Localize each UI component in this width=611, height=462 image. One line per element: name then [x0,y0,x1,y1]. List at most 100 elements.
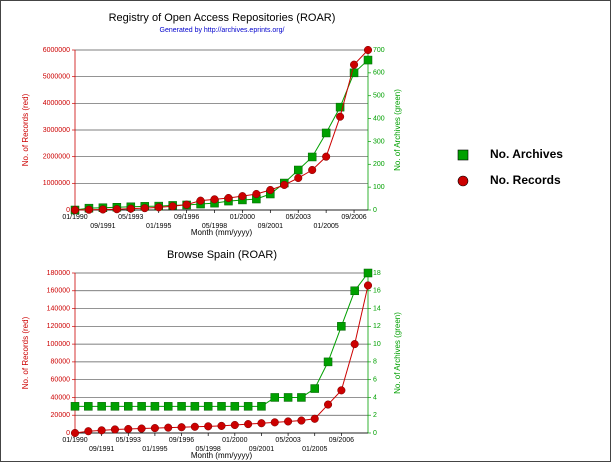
y-tick-label: 0 [66,430,70,437]
y-tick-label: 60000 [51,377,71,384]
record-marker [280,180,289,189]
x-tick-label: 09/2001 [249,446,274,453]
x-tick-label: 05/1998 [196,446,221,453]
y2-tick-label: 6 [373,377,377,384]
record-marker [190,422,199,431]
legend-marker [457,175,469,187]
y-tick-label: 80000 [51,359,71,366]
archive-marker [137,402,146,411]
record-marker [84,427,93,436]
archive-marker [297,393,306,402]
record-marker [336,112,345,121]
record-marker [238,192,247,201]
y-tick-label: 100000 [47,341,70,348]
y2-tick-label: 700 [373,47,385,54]
record-marker [337,386,346,395]
y-tick-label: 20000 [51,412,71,419]
archive-marker [350,286,359,296]
y-tick-label: 120000 [47,323,70,330]
record-marker [182,200,191,209]
x-tick-label: 05/2003 [275,437,300,444]
y2-tick-label: 300 [373,138,385,145]
y-tick-label: 4000000 [43,100,70,107]
archive-marker [243,402,253,411]
record-marker [137,424,146,433]
x-tick-label: 05/2003 [286,214,311,221]
archive-marker [323,357,333,367]
record-marker [154,203,163,212]
archive-marker [163,402,173,411]
record-marker [322,152,331,161]
legend-marker [457,149,469,161]
x-tick-label: 01/1990 [62,437,87,444]
archive-marker [177,402,186,411]
record-marker [350,340,359,349]
record-marker [210,195,219,204]
record-marker [124,424,133,434]
archive-marker [217,402,226,411]
x-tick-label: 09/2006 [341,214,366,221]
archive-marker [337,322,346,331]
x-tick-label: 05/1998 [202,223,227,230]
y-tick-label: 0 [66,207,70,214]
x-tick-label: 01/2000 [222,437,247,444]
x-tick-label: 09/1991 [89,446,114,453]
archive-marker [124,402,133,411]
x-tick-label: 01/2005 [313,223,338,230]
y-tick-label: 2000000 [43,154,70,161]
series-line [74,49,369,211]
archive-marker [97,402,106,411]
x-tick-label: 01/2000 [230,214,255,221]
archive-marker [230,402,240,411]
y2-tick-label: 16 [373,288,381,295]
y-tick-label: 3000000 [43,127,70,134]
y-tick-label: 40000 [51,394,71,401]
y2-tick-label: 100 [373,184,385,191]
archive-marker [349,68,359,78]
y2-tick-label: 0 [373,430,377,437]
chart-title: Registry of Open Access Repositories (RO… [109,12,336,24]
record-marker [168,202,177,211]
archive-marker [310,384,319,393]
x-axis-label: Month (mm/yyyy) [191,451,253,460]
x-tick-label: 09/2006 [329,437,354,444]
record-marker [308,165,317,175]
record-marker [84,205,94,214]
record-marker [297,416,306,425]
record-marker [257,419,266,428]
record-marker [196,196,205,205]
archive-marker [363,268,373,278]
archive-marker [203,402,213,411]
record-marker [177,423,186,432]
x-tick-label: 09/2001 [258,223,283,230]
y2-tick-label: 500 [373,93,385,100]
chart-subtitle: Generated by http://archives.eprints.org… [160,27,285,34]
y2-tick-label: 14 [373,305,381,312]
archive-marker [363,55,373,65]
record-marker [204,422,213,431]
y2-axis-label: No. of Archives (green) [393,89,402,171]
y2-axis-label: No. of Archives (green) [393,312,402,394]
record-marker [150,424,159,433]
archive-marker [307,152,317,162]
y2-tick-label: 600 [373,70,385,77]
legend-label: No. Records [490,173,561,187]
archive-marker [84,402,93,411]
record-marker [97,426,106,435]
x-tick-label: 09/1996 [169,437,194,444]
archive-marker [257,402,266,411]
record-marker [284,417,293,426]
record-marker [230,420,239,430]
x-tick-label: 05/1993 [118,214,143,221]
x-tick-label: 09/1996 [174,214,199,221]
record-marker [270,418,279,427]
y2-tick-label: 2 [373,412,377,419]
record-marker [294,173,303,183]
record-marker [310,414,319,423]
legend-label: No. Archives [490,147,563,161]
y-tick-label: 6000000 [43,47,70,54]
x-tick-label: 01/1995 [142,446,167,453]
record-marker [224,193,233,203]
record-marker [217,421,226,430]
